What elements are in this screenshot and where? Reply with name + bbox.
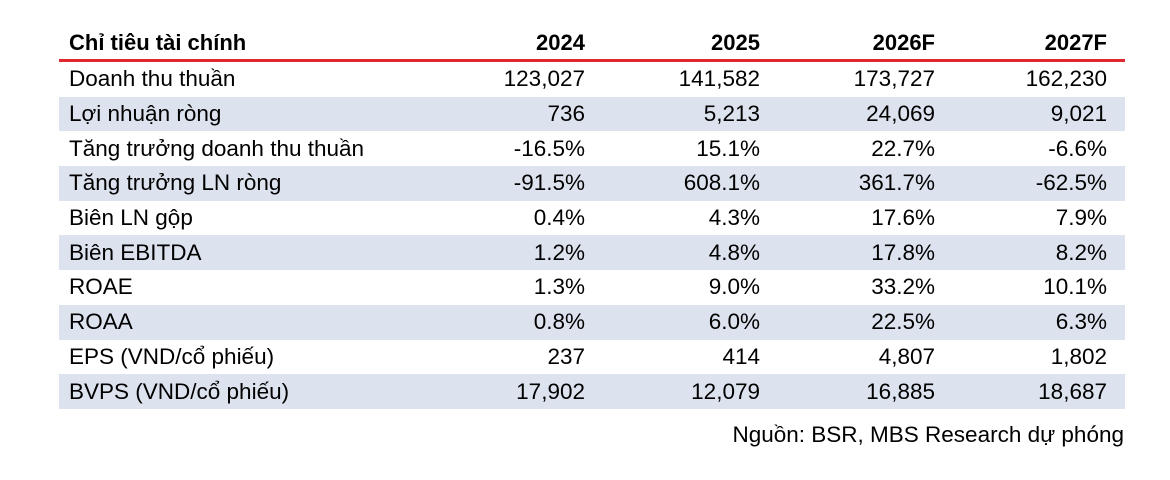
row-label: ROAA: [69, 309, 133, 335]
row-value: 4.8%: [708, 239, 760, 265]
row-value: -16.5%: [513, 135, 585, 161]
row-label: ROAE: [69, 274, 133, 300]
row-value: 9.0%: [708, 274, 760, 300]
row-value: 6.0%: [708, 309, 760, 335]
row-value: -6.6%: [1048, 135, 1107, 161]
row-label: Biên LN gộp: [69, 205, 193, 231]
table-row: Lợi nhuận ròng 736 5,213 24,069 9,021: [59, 96, 1125, 132]
table-header-row: Chỉ tiêu tài chính 2024 2025 2026F 2027F: [59, 27, 1125, 59]
header-metric: Chỉ tiêu tài chính: [69, 30, 247, 55]
row-value: 22.5%: [871, 309, 935, 335]
source-note: Nguồn: BSR, MBS Research dự phóng: [732, 422, 1124, 447]
row-value: 16,885: [866, 378, 935, 404]
row-value: 22.7%: [871, 135, 935, 161]
row-value: 361.7%: [858, 170, 935, 196]
row-value: 33.2%: [871, 274, 935, 300]
row-value: 414: [722, 343, 760, 369]
row-value: -62.5%: [1035, 170, 1107, 196]
row-value: 15.1%: [696, 135, 760, 161]
header-divider: [59, 59, 1125, 62]
row-label: Tăng trưởng LN ròng: [69, 170, 282, 196]
table-row: EPS (VND/cổ phiếu) 237 414 4,807 1,802: [59, 340, 1125, 375]
row-value: 12,079: [691, 378, 760, 404]
row-label: Doanh thu thuần: [69, 66, 236, 92]
row-value: 1.3%: [533, 274, 585, 300]
table-row: Biên EBITDA 1.2% 4.8% 17.8% 8.2%: [59, 235, 1125, 271]
header-2024: 2024: [536, 30, 585, 55]
table-row: Tăng trưởng LN ròng -91.5% 608.1% 361.7% -62…: [59, 166, 1125, 201]
header-2027f: 2027F: [1044, 30, 1107, 55]
table-row: Tăng trưởng doanh thu thuần -16.5% 15.1% 22…: [59, 131, 1125, 166]
row-value: 6.3%: [1055, 309, 1107, 335]
table-row: Doanh thu thuần 123,027 141,582 173,727 162,…: [59, 62, 1125, 97]
row-label: Lợi nhuận ròng: [69, 101, 222, 127]
row-value: 10.1%: [1043, 274, 1107, 300]
row-label: Tăng trưởng doanh thu thuần: [69, 135, 365, 161]
row-value: 1.2%: [533, 239, 585, 265]
table-row: BVPS (VND/cổ phiếu) 17,902 12,079 16,885 18,…: [59, 374, 1125, 409]
row-value: 141,582: [678, 66, 760, 92]
row-value: 0.8%: [533, 309, 585, 335]
row-value: 4.3%: [708, 205, 760, 231]
row-label: Biên EBITDA: [69, 239, 202, 265]
row-value: 173,727: [853, 66, 935, 92]
row-value: 17.8%: [871, 239, 935, 265]
row-value: 7.9%: [1055, 205, 1107, 231]
row-label: BVPS (VND/cổ phiếu): [69, 378, 290, 404]
row-value: 237: [547, 343, 585, 369]
row-value: 24,069: [866, 101, 935, 127]
row-value: 18,687: [1038, 378, 1107, 404]
row-value: 17.6%: [871, 205, 935, 231]
header-2025: 2025: [711, 30, 760, 55]
row-value: 17,902: [516, 378, 585, 404]
row-value: 123,027: [503, 66, 585, 92]
row-value: 8.2%: [1055, 239, 1107, 265]
row-value: 736: [547, 101, 585, 127]
financial-metrics-table: Chỉ tiêu tài chính 2024 2025 2026F 2027F…: [59, 27, 1125, 409]
table-body: Doanh thu thuần 123,027 141,582 173,727 162,…: [59, 62, 1125, 409]
row-value: 0.4%: [533, 205, 585, 231]
table-row: ROAE 1.3% 9.0% 33.2% 10.1%: [59, 270, 1125, 305]
row-value: 9,021: [1050, 101, 1107, 127]
row-label: EPS (VND/cổ phiếu): [69, 343, 275, 369]
row-value: -91.5%: [513, 170, 585, 196]
table-row: ROAA 0.8% 6.0% 22.5% 6.3%: [59, 304, 1125, 340]
row-value: 608.1%: [683, 170, 760, 196]
row-value: 4,807: [878, 343, 935, 369]
row-value: 162,230: [1025, 66, 1107, 92]
table-row: Biên LN gộp 0.4% 4.3% 17.6% 7.9%: [59, 201, 1125, 236]
header-2026f: 2026F: [872, 30, 935, 55]
row-value: 5,213: [703, 101, 760, 127]
row-value: 1,802: [1050, 343, 1107, 369]
